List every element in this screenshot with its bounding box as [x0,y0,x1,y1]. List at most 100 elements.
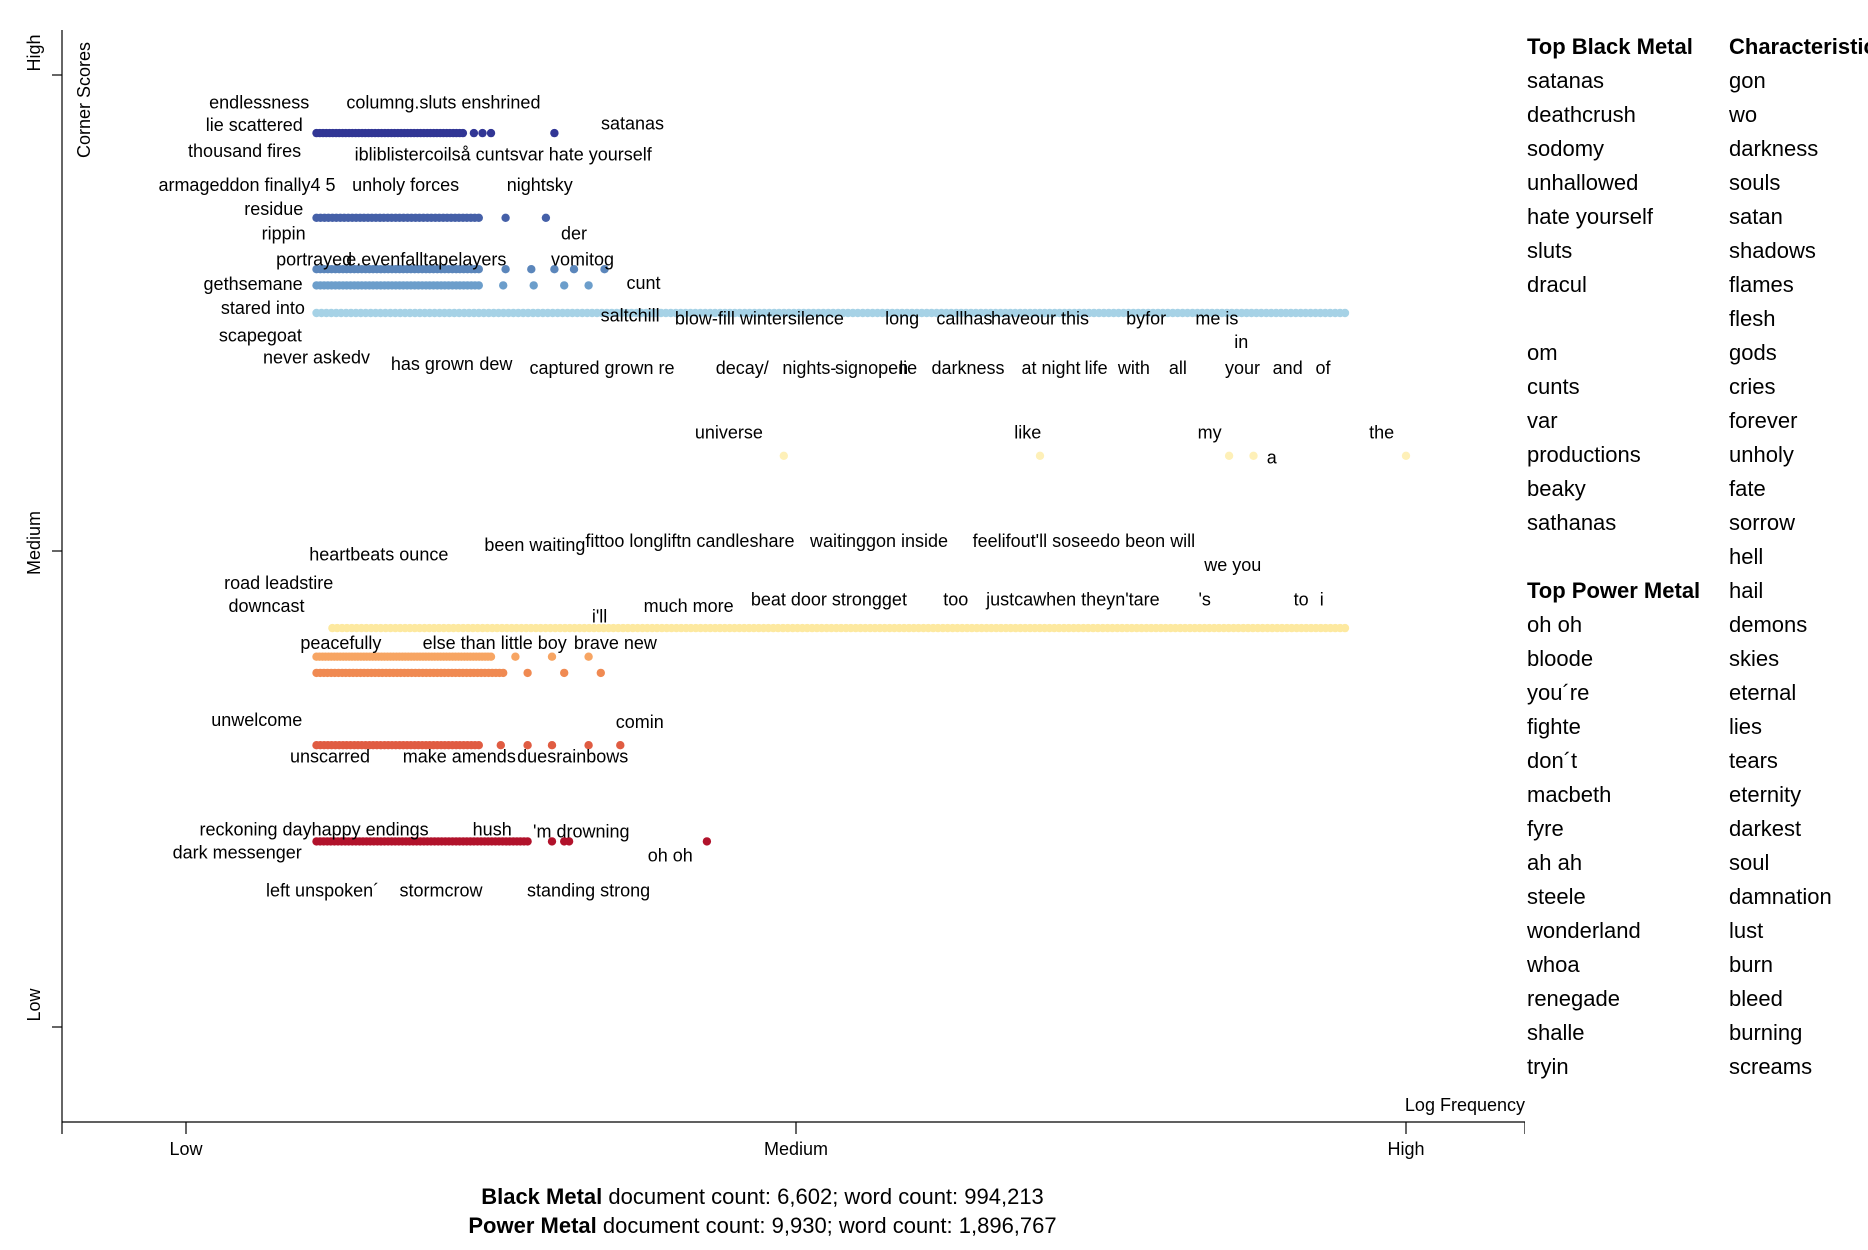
term-label: justcawhen theyn'tare [985,589,1160,609]
term-label: thousand fires [188,141,301,161]
term-label: brave new [574,633,658,653]
power-metal-stats-text: document count: 9,930; word count: 1,896… [596,1213,1057,1238]
term-item: forever [1729,408,1798,433]
term-item: bloode [1527,646,1594,671]
data-point [501,213,510,222]
data-point [523,668,532,678]
term-item: screams [1729,1054,1813,1079]
term-item: unholy [1729,442,1794,467]
term-label: 'm drowning [533,822,629,842]
term-item: darkest [1729,816,1802,841]
term-label: portrayed [276,249,352,269]
data-point [458,128,468,138]
term-item: productions [1527,442,1641,467]
term-label: blow-fill wintersilence [675,308,844,328]
data-point [1249,451,1258,460]
term-label: residue [244,199,303,219]
y-tick-label-low: Low [24,987,44,1021]
term-label: a [1267,447,1278,467]
term-label: 's [1198,589,1210,609]
term-label: scapegoat [219,326,302,346]
term-item: sorrow [1729,510,1796,535]
data-point [616,741,625,750]
term-item: demons [1729,612,1808,637]
characteristic-term-list: gon wo darkness souls satan shadows flames fles… [1729,64,1868,1084]
data-point [499,281,508,290]
term-label: my [1198,423,1222,443]
term-label: armageddon finally4 5 [158,175,335,195]
term-label: never askedv [263,348,370,368]
term-item: cunts [1527,374,1580,399]
points-layer [312,128,1411,846]
term-label: vomitog [551,249,614,269]
term-label: left unspoken´ [266,881,379,901]
term-label: road leadstire [224,573,333,593]
term-label: decay/ [716,358,769,378]
term-item: shalle [1527,1020,1585,1045]
data-point [486,128,496,138]
term-label: all [1169,358,1187,378]
term-item: lust [1729,918,1764,943]
term-item: oh oh [1527,612,1583,637]
term-item: flames [1729,272,1794,297]
term-label: waitinggon inside [809,531,948,551]
black-metal-heading: Top Black Metal [1527,34,1693,59]
term-item: var [1527,408,1558,433]
term-label: much more [644,596,734,616]
term-item: soul [1729,850,1770,875]
term-item: ah ah [1527,850,1583,875]
term-label: peacefully [300,633,381,653]
data-point [474,265,483,274]
data-point [474,213,483,222]
data-point [547,837,557,846]
corpus-stats-footer: Black Metal document count: 6,602; word … [0,1182,1525,1240]
term-item: beaky [1527,476,1586,501]
term-label: satanas [601,113,664,133]
data-point [501,265,510,274]
term-label: i'll [592,606,607,626]
characteristic-heading: Characteristic [1729,34,1868,59]
term-item: wonderland [1527,918,1641,943]
term-item: wo [1729,102,1758,127]
term-label: reckoning dayhappy endings [200,820,429,840]
black-metal-stats: Black Metal document count: 6,602; word … [0,1182,1525,1211]
term-item: whoa [1527,952,1580,977]
term-item: cries [1729,374,1776,399]
term-label: callhas [936,308,992,328]
data-point [1224,451,1234,460]
data-point [511,652,520,661]
data-point [1035,451,1045,460]
term-item: om [1527,340,1558,365]
term-label: duesrainbows [517,746,628,766]
data-point [600,265,609,274]
power-metal-heading: Top Power Metal [1527,578,1701,603]
term-label: unwelcome [211,710,302,730]
term-item: eternal [1729,680,1797,705]
term-label: life [1085,358,1108,378]
term-item: sluts [1527,238,1573,263]
term-item: satanas [1527,68,1605,93]
data-point [496,741,505,750]
term-label: long [885,308,919,328]
term-item: gods [1729,340,1777,365]
term-label: make amends [403,746,516,766]
term-label: dark messenger [173,843,302,863]
term-label: oh oh [648,845,693,865]
term-labels-layer: endlessness columng.sluts enshrined lie sc… [158,92,1394,900]
power-metal-stats: Power Metal document count: 9,930; word … [0,1211,1525,1240]
data-point [527,265,536,274]
term-label: gethsemane [204,274,303,294]
term-item: flesh [1729,306,1776,331]
data-point [560,668,569,678]
term-label: fittoo longliftn candleshare [585,531,794,551]
data-point [564,837,574,846]
term-label: universe [695,423,763,443]
term-item: fyre [1527,816,1564,841]
term-label: in [1234,332,1248,352]
x-tick-label-high: High [1387,1139,1424,1159]
term-label: feelifout'll soseedo beon will [973,531,1196,551]
term-item: steele [1527,884,1586,909]
y-axis-title: Corner Scores [74,42,94,158]
term-label: to [1294,589,1309,609]
term-item: satan [1729,204,1783,229]
